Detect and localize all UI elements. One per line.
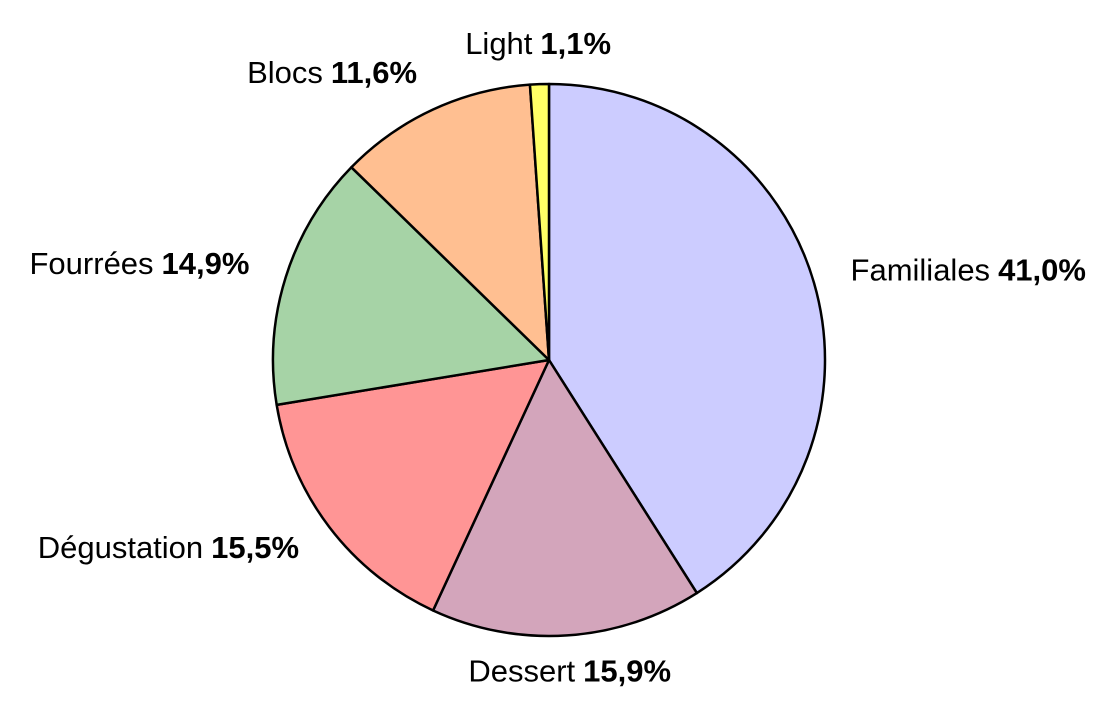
category-label: Fourrées (30, 246, 154, 281)
slice-label: Dégustation 15,5% (38, 530, 299, 565)
category-label: Familiales (851, 253, 991, 288)
pie-slice (431, 358, 699, 638)
slice-label: Fourrées 14,9% (30, 246, 250, 281)
pie-slice (350, 83, 551, 362)
pie-slice (547, 82, 827, 595)
value-label: 14,9% (162, 246, 250, 281)
slice-label: Dessert 15,9% (468, 654, 671, 689)
value-label: 41,0% (998, 253, 1086, 288)
pie-slice (528, 82, 551, 362)
value-label: 15,5% (211, 530, 299, 565)
category-label: Light (465, 26, 533, 61)
slice-label: Familiales 41,0% (851, 253, 1086, 288)
slice-label: Light 1,1% (465, 26, 611, 61)
slice-label: Blocs 11,6% (247, 55, 417, 90)
value-label: 1,1% (540, 26, 611, 61)
value-label: 11,6% (331, 55, 417, 90)
category-label: Blocs (247, 55, 323, 90)
value-label: 15,9% (583, 654, 671, 689)
category-label: Dessert (468, 654, 575, 689)
pie-slice (271, 166, 551, 407)
category-label: Dégustation (38, 530, 203, 565)
pie-slice (275, 358, 551, 612)
